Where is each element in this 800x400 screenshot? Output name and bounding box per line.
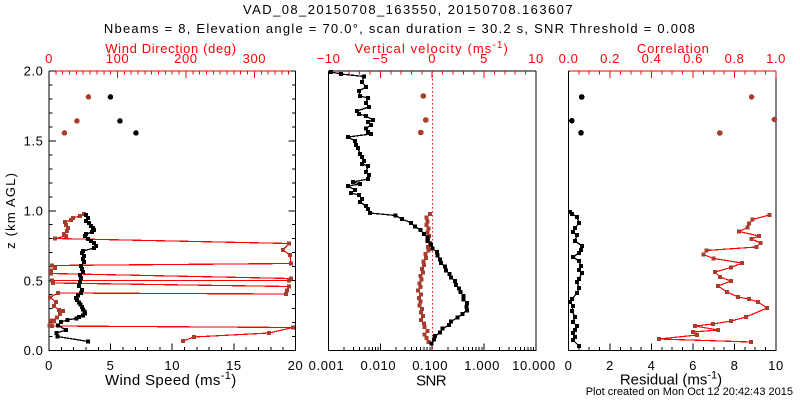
svg-text:20: 20 bbox=[288, 358, 304, 373]
svg-text:−5: −5 bbox=[372, 51, 388, 66]
svg-text:5: 5 bbox=[107, 358, 115, 373]
svg-text:VAD_08_20150708_163550, 201507: VAD_08_20150708_163550, 20150708.163607 bbox=[243, 2, 574, 17]
svg-text:0.5: 0.5 bbox=[24, 273, 44, 288]
svg-text:10: 10 bbox=[164, 358, 180, 373]
svg-text:10.000: 10.000 bbox=[512, 358, 556, 373]
svg-text:Wind Speed (ms-1): Wind Speed (ms-1) bbox=[105, 370, 237, 389]
svg-text:0.100: 0.100 bbox=[412, 358, 448, 373]
svg-text:15: 15 bbox=[226, 358, 242, 373]
svg-text:1.0: 1.0 bbox=[24, 203, 44, 218]
svg-text:0.010: 0.010 bbox=[361, 358, 397, 373]
svg-text:1.0: 1.0 bbox=[766, 51, 786, 66]
svg-text:200: 200 bbox=[174, 51, 198, 66]
svg-text:0.0: 0.0 bbox=[559, 51, 579, 66]
svg-text:1.000: 1.000 bbox=[464, 358, 500, 373]
svg-text:2.0: 2.0 bbox=[24, 64, 44, 79]
svg-text:z (km AGL): z (km AGL) bbox=[3, 172, 18, 249]
svg-text:0.001: 0.001 bbox=[309, 358, 345, 373]
svg-text:Residual (ms-1): Residual (ms-1) bbox=[620, 370, 722, 389]
svg-text:8: 8 bbox=[731, 358, 739, 373]
svg-text:Wind Direction (deg): Wind Direction (deg) bbox=[105, 41, 237, 56]
svg-text:4: 4 bbox=[648, 358, 656, 373]
svg-text:0.8: 0.8 bbox=[725, 51, 745, 66]
svg-text:2: 2 bbox=[606, 358, 614, 373]
svg-text:Correlation: Correlation bbox=[637, 41, 710, 56]
svg-text:10: 10 bbox=[528, 51, 544, 66]
svg-text:Plot created on Mon Oct 12 20:: Plot created on Mon Oct 12 20:42:43 2015 bbox=[586, 386, 793, 398]
svg-text:0: 0 bbox=[45, 358, 53, 373]
svg-text:SNR: SNR bbox=[416, 373, 447, 390]
svg-text:0.6: 0.6 bbox=[683, 51, 703, 66]
svg-text:100: 100 bbox=[106, 51, 130, 66]
svg-text:10: 10 bbox=[768, 358, 784, 373]
svg-text:0: 0 bbox=[45, 51, 53, 66]
svg-text:Nbeams = 8, Elevation angle =: Nbeams = 8, Elevation angle = 70.0°, sca… bbox=[104, 21, 696, 36]
svg-text:0.0: 0.0 bbox=[24, 343, 44, 358]
svg-text:0.4: 0.4 bbox=[642, 51, 662, 66]
svg-text:300: 300 bbox=[243, 51, 267, 66]
svg-text:0: 0 bbox=[428, 51, 436, 66]
svg-text:6: 6 bbox=[689, 358, 697, 373]
svg-text:0.2: 0.2 bbox=[600, 51, 620, 66]
svg-text:0: 0 bbox=[565, 358, 573, 373]
svg-text:Vertical velocity (ms-1): Vertical velocity (ms-1) bbox=[354, 40, 509, 56]
svg-text:1.5: 1.5 bbox=[24, 134, 44, 149]
svg-text:−10: −10 bbox=[317, 51, 341, 66]
svg-text:5: 5 bbox=[480, 51, 488, 66]
